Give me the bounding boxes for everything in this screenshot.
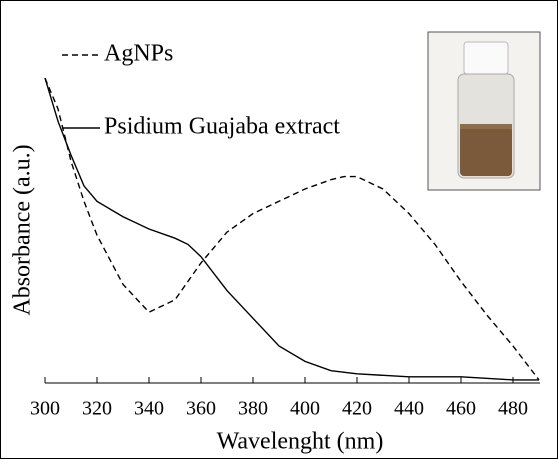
x-axis-label: Wavelenght (nm) <box>217 429 384 455</box>
data-line <box>44 77 540 381</box>
x-tick-label: 360 <box>186 398 216 420</box>
legend-label: Psidium Guajaba extract <box>104 114 340 140</box>
x-tick-label: 300 <box>30 398 60 420</box>
legend-label: AgNPs <box>104 41 173 67</box>
x-tick-label: 340 <box>134 398 164 420</box>
x-tick-label: 420 <box>342 398 372 420</box>
x-tick-label: 480 <box>498 398 528 420</box>
x-tick-label: 380 <box>238 398 268 420</box>
x-tick-label: 460 <box>446 398 476 420</box>
x-tick-label: 400 <box>290 398 320 420</box>
data-line <box>44 77 539 381</box>
x-tick-label: 440 <box>394 398 424 420</box>
x-tick-label: 320 <box>82 398 112 420</box>
y-axis-label: Absorbance (a.u.) <box>10 144 36 315</box>
inset-photo <box>427 31 541 191</box>
